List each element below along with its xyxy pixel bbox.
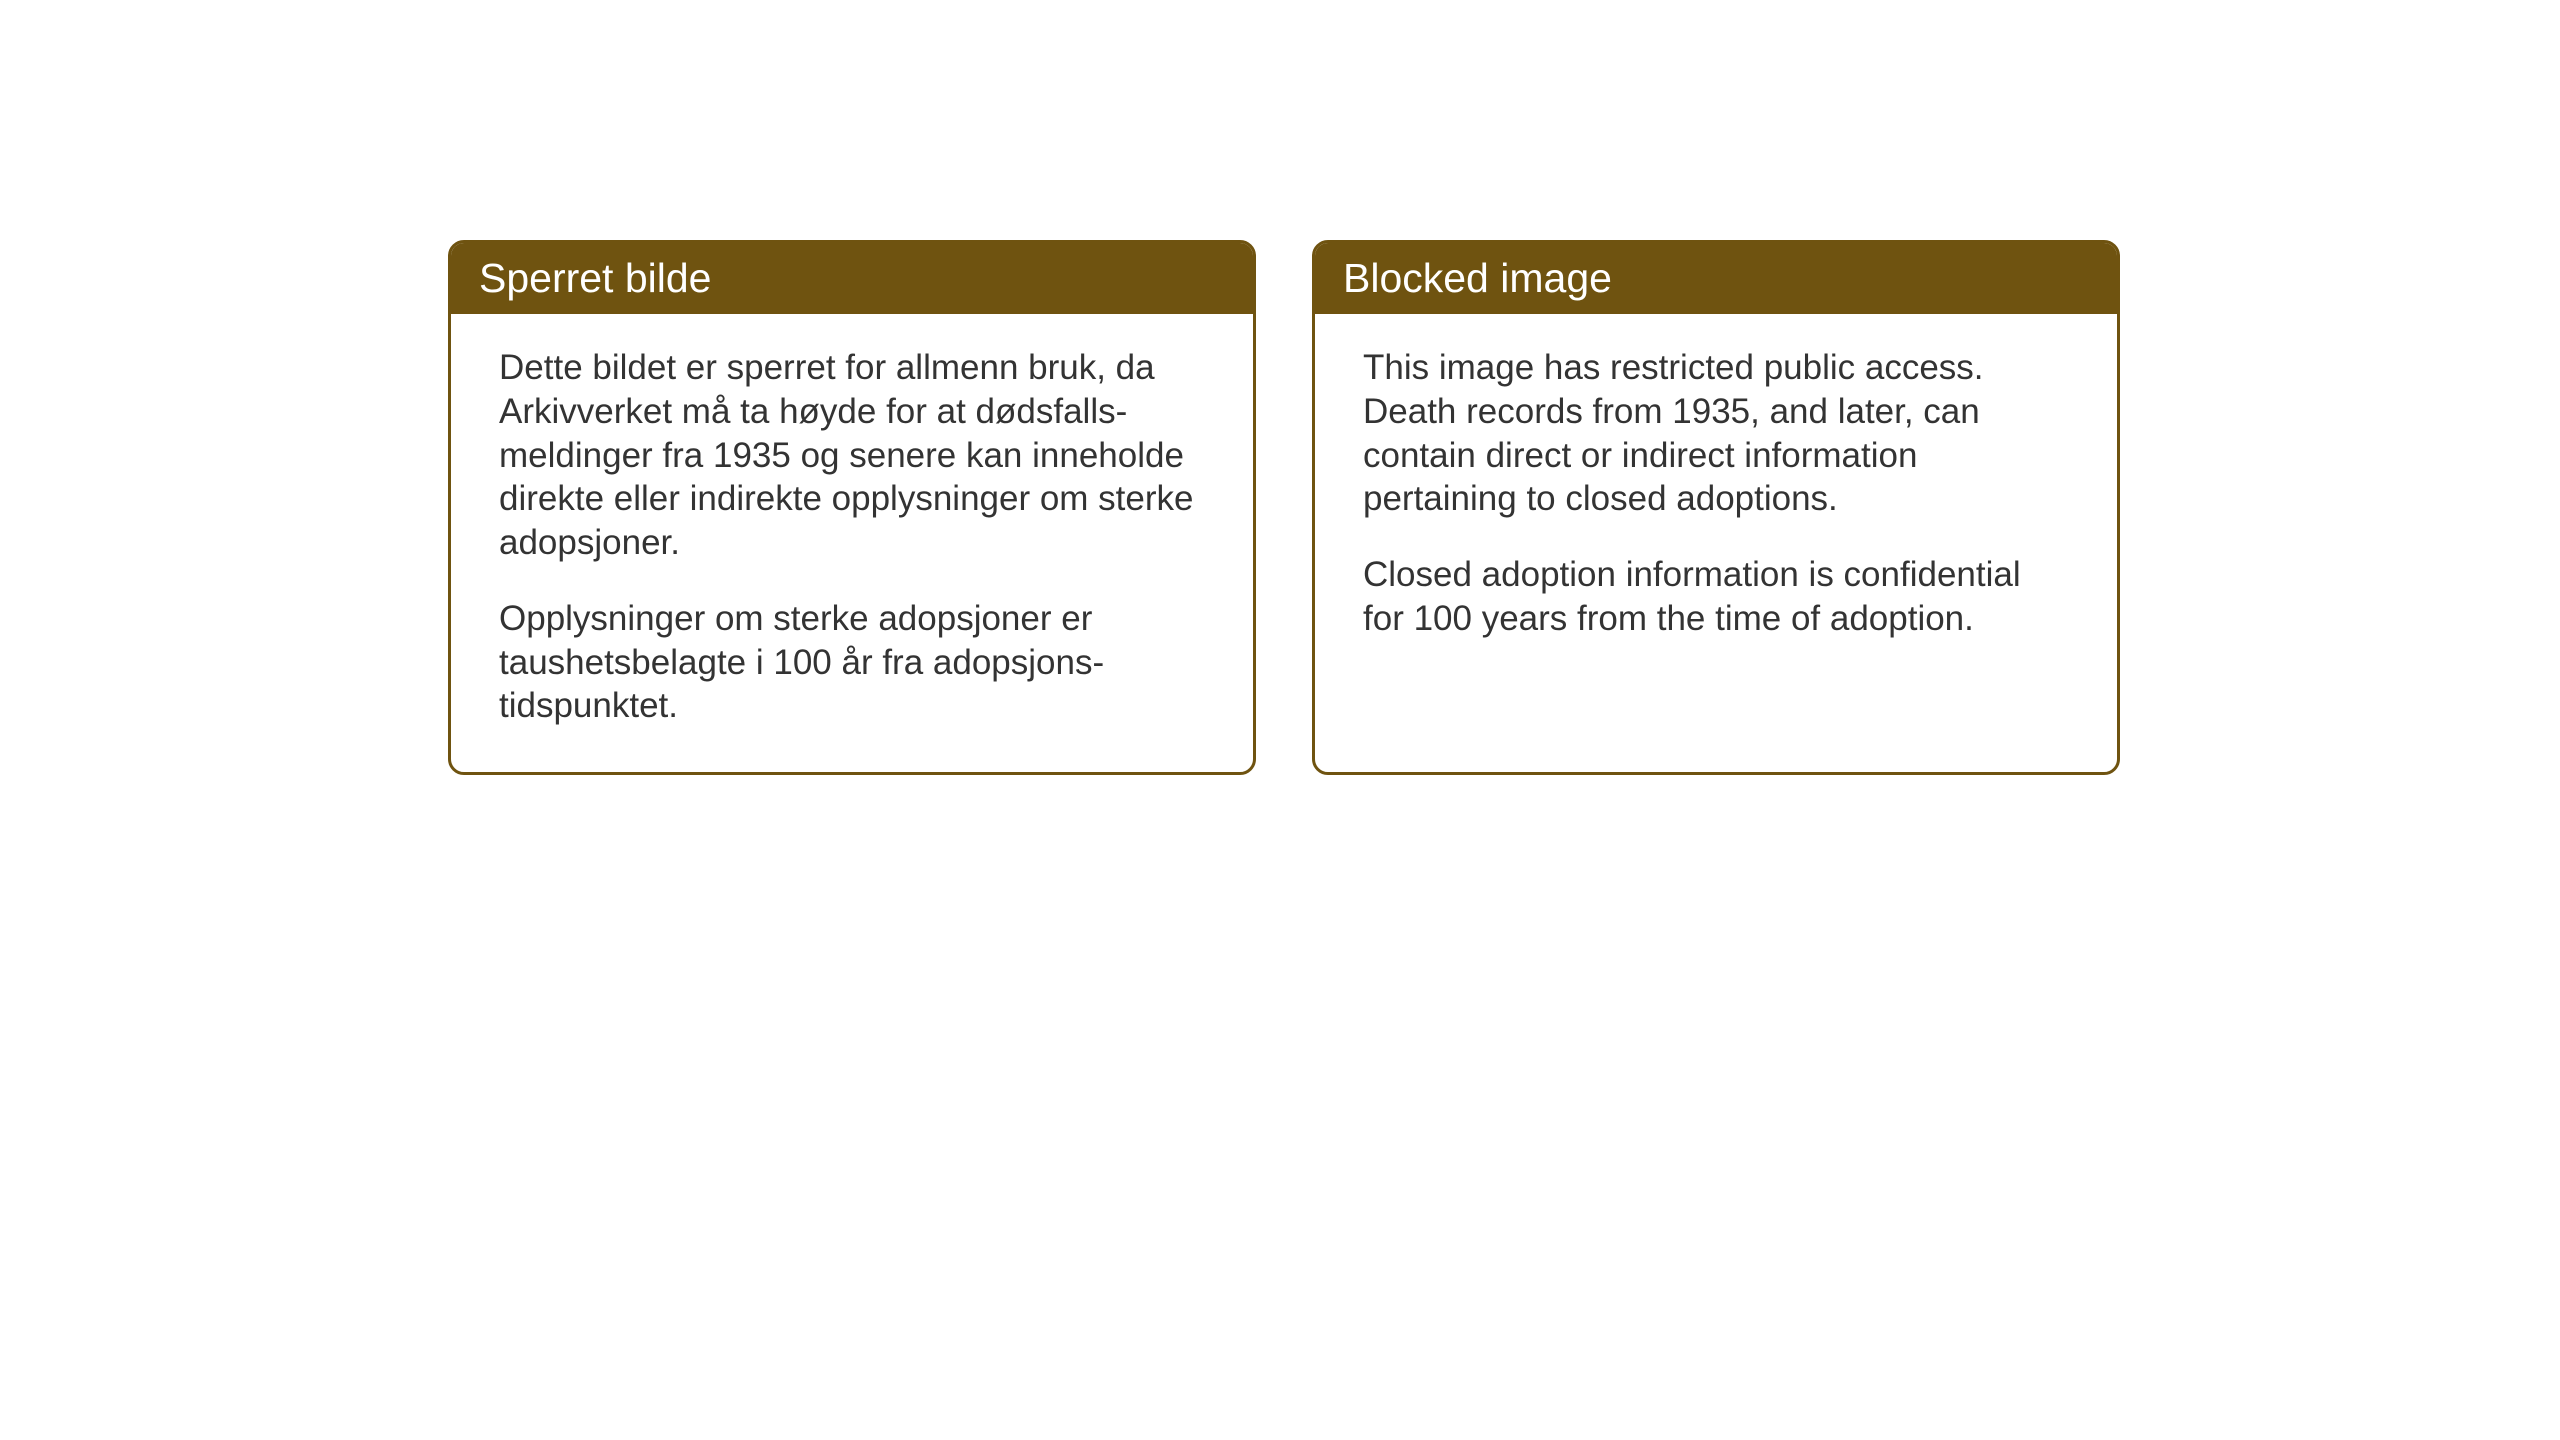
card-norwegian: Sperret bilde Dette bildet er sperret fo… (448, 240, 1256, 775)
cards-container: Sperret bilde Dette bildet er sperret fo… (448, 240, 2120, 775)
card-header-english: Blocked image (1315, 243, 2117, 314)
card-paragraph-2: Opplysninger om sterke adopsjoner er tau… (499, 597, 1205, 728)
card-english: Blocked image This image has restricted … (1312, 240, 2120, 775)
card-paragraph-2: Closed adoption information is confident… (1363, 553, 2069, 641)
card-header-norwegian: Sperret bilde (451, 243, 1253, 314)
card-paragraph-1: This image has restricted public access.… (1363, 346, 2069, 521)
card-body-norwegian: Dette bildet er sperret for allmenn bruk… (451, 314, 1253, 772)
card-paragraph-1: Dette bildet er sperret for allmenn bruk… (499, 346, 1205, 565)
card-body-english: This image has restricted public access.… (1315, 314, 2117, 685)
